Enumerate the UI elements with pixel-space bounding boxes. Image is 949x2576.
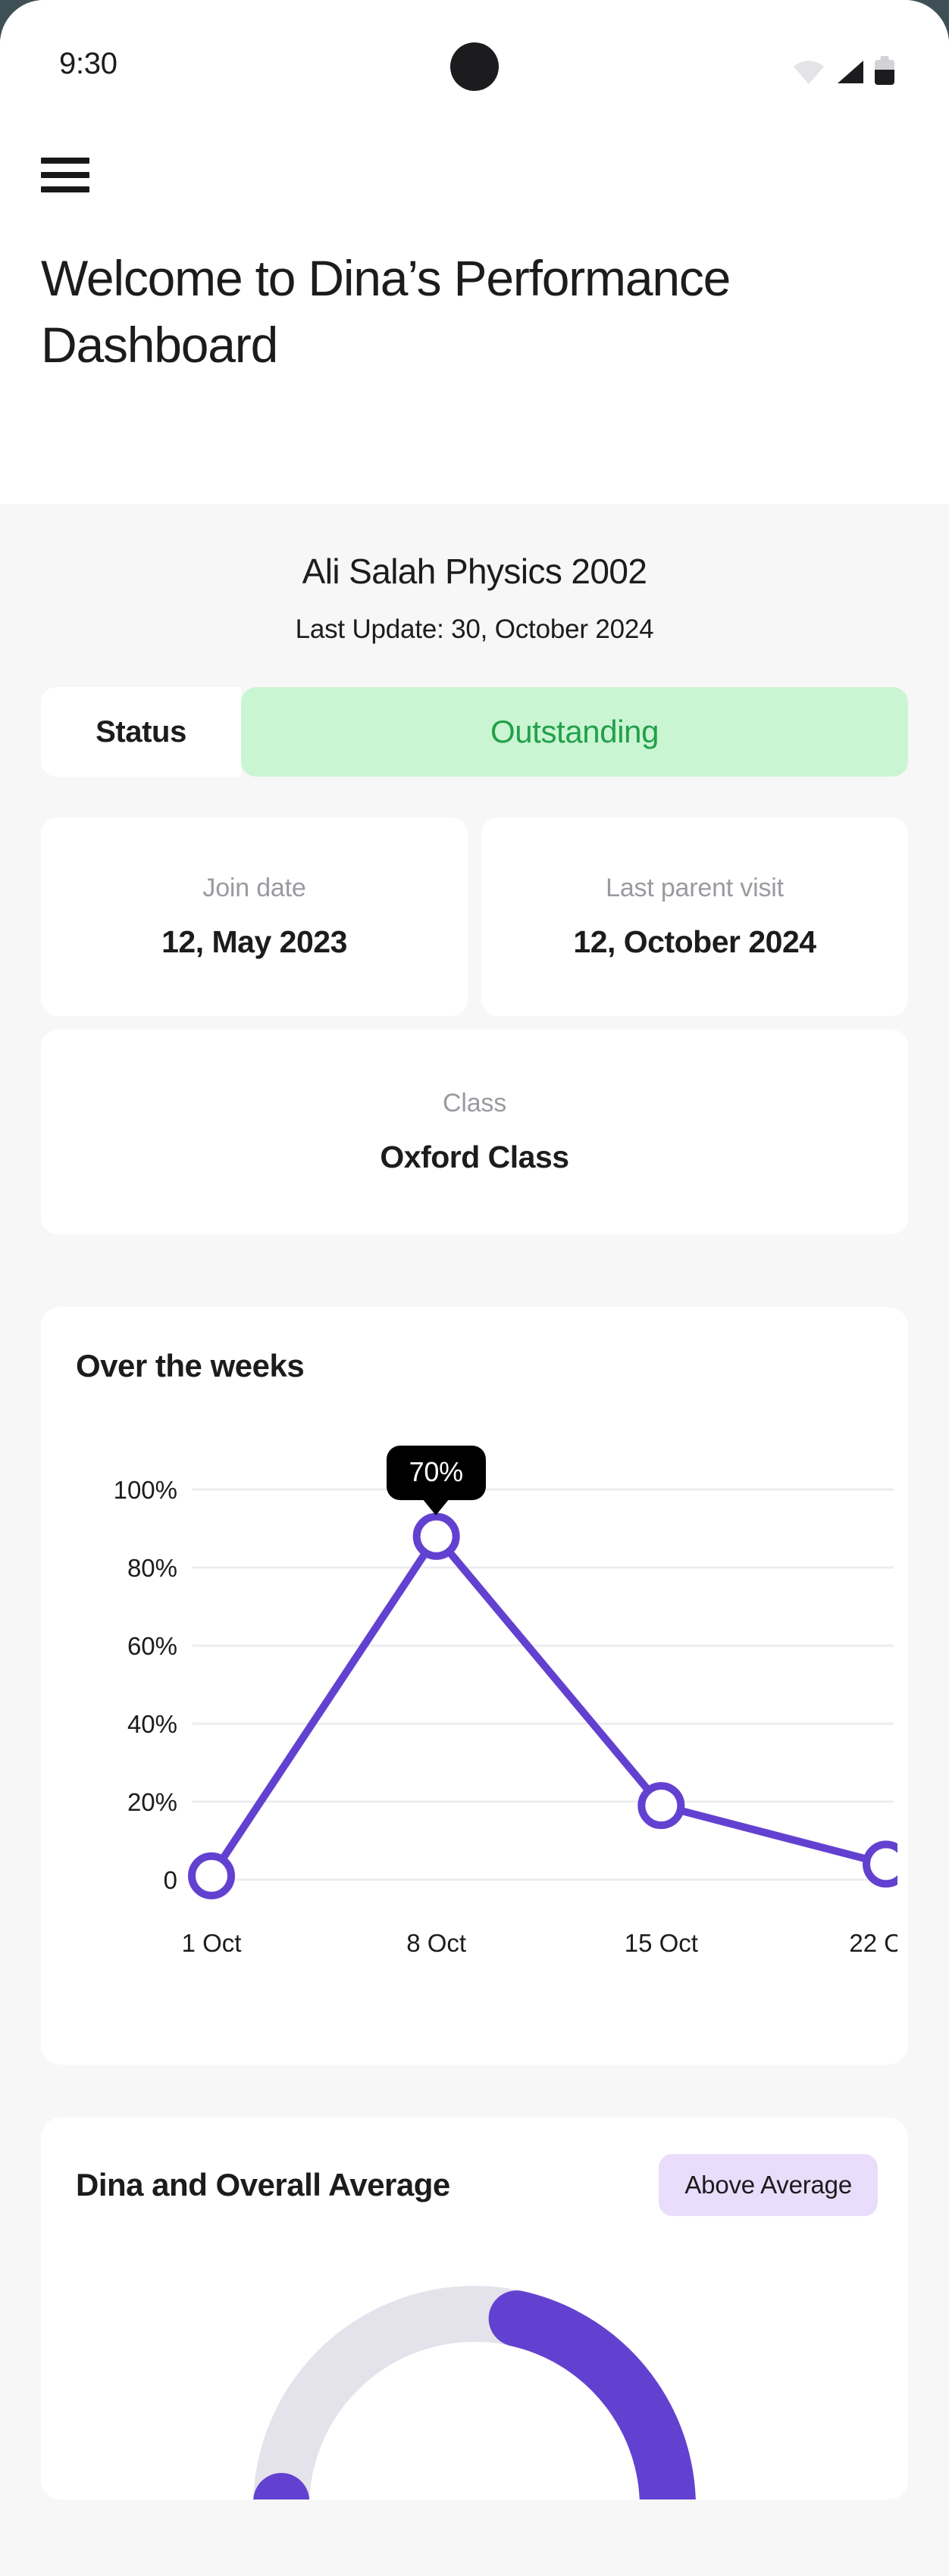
join-date-card: Join date 12, May 2023 xyxy=(41,818,468,1016)
join-date-value: 12, May 2023 xyxy=(161,924,347,959)
info-card-grid: Join date 12, May 2023 Last parent visit… xyxy=(41,818,908,1016)
chart-series-line xyxy=(208,1532,890,1880)
chart-data-point[interactable] xyxy=(863,1840,897,1888)
student-name: Ali Salah Physics 2002 xyxy=(302,552,647,591)
battery-fill xyxy=(875,69,894,85)
status-bar-icons xyxy=(793,52,894,85)
hamburger-bar-1 xyxy=(41,158,89,164)
line-chart[interactable]: 100% 80% 60% 40% 20% 0 1 Oct 8 Oct 15 Oct 22 Oct… xyxy=(71,1418,897,2024)
student-summary: Ali Salah Physics 2002 Last Update: 30, … xyxy=(41,504,908,645)
chart-tooltip: 70% xyxy=(386,1445,486,1500)
status-bar-time: 9:30 xyxy=(59,47,117,80)
over-the-weeks-card: Over the weeks 100% 80% 60% 40% 20% 0 1 Oct 8 … xyxy=(41,1307,908,2065)
wifi-icon xyxy=(793,61,825,85)
over-the-weeks-title: Over the weeks xyxy=(76,1348,305,1383)
battery-icon xyxy=(875,56,894,85)
last-parent-visit-card: Last parent visit 12, October 2024 xyxy=(481,818,908,1016)
status-badge-text: Outstanding xyxy=(490,714,659,749)
donut-track xyxy=(253,2286,696,2499)
dina-overall-average-card: Dina and Overall Average Above Average xyxy=(41,2118,908,2499)
y-tick-label: 80% xyxy=(127,1554,177,1582)
status-label: Status xyxy=(41,687,241,777)
average-card-header: Dina and Overall Average Above Average xyxy=(71,2154,878,2216)
status-row: Status Outstanding xyxy=(41,687,908,777)
x-tick-label: 8 Oct xyxy=(406,1929,466,1957)
above-average-badge[interactable]: Above Average xyxy=(659,2154,878,2216)
chart-x-tick-labels: 1 Oct 8 Oct 15 Oct 22 Oct xyxy=(182,1929,897,1957)
last-update-text: Last Update: 30, October 2024 xyxy=(295,614,654,644)
battery-body xyxy=(875,60,894,85)
class-card: Class Oxford Class xyxy=(41,1030,908,1234)
chart-data-point[interactable] xyxy=(188,1852,235,1899)
x-tick-label: 22 Oct xyxy=(849,1929,897,1957)
donut-chart[interactable] xyxy=(71,2257,878,2499)
hamburger-bar-2 xyxy=(41,172,89,178)
chart-grid-lines xyxy=(193,1488,894,1881)
y-tick-label: 100% xyxy=(114,1476,177,1504)
status-label-text: Status xyxy=(96,714,186,749)
y-tick-label: 0 xyxy=(164,1866,177,1894)
dashboard-content: Ali Salah Physics 2002 Last Update: 30, … xyxy=(0,504,949,2576)
camera-notch xyxy=(450,42,499,91)
chart-y-tick-labels: 100% 80% 60% 40% 20% 0 xyxy=(114,1476,177,1894)
join-date-label: Join date xyxy=(202,874,306,902)
y-tick-label: 60% xyxy=(127,1632,177,1660)
y-tick-label: 20% xyxy=(127,1788,177,1816)
chart-data-point[interactable] xyxy=(637,1782,685,1830)
battery-cap xyxy=(880,56,889,61)
last-parent-visit-value: 12, October 2024 xyxy=(573,924,816,959)
average-card-title: Dina and Overall Average xyxy=(76,2167,450,2202)
x-tick-label: 15 Oct xyxy=(625,1929,698,1957)
hamburger-menu-icon[interactable] xyxy=(41,158,89,192)
y-tick-label: 40% xyxy=(127,1710,177,1738)
cellular-signal-icon xyxy=(835,59,865,85)
chart-data-point[interactable] xyxy=(412,1512,460,1560)
status-badge[interactable]: Outstanding xyxy=(241,687,908,777)
class-label: Class xyxy=(442,1089,507,1118)
donut-value-arc xyxy=(253,2290,696,2499)
chart-series-markers xyxy=(188,1512,897,1899)
status-bar: 9:30 xyxy=(0,0,949,114)
app-header: Welcome to Dina’s Performance Dashboard xyxy=(0,114,949,504)
x-tick-label: 1 Oct xyxy=(182,1929,242,1957)
hamburger-bar-3 xyxy=(41,186,89,192)
class-value: Oxford Class xyxy=(380,1140,569,1174)
last-parent-visit-label: Last parent visit xyxy=(606,874,784,902)
page-title: Welcome to Dina’s Performance Dashboard xyxy=(41,250,731,373)
